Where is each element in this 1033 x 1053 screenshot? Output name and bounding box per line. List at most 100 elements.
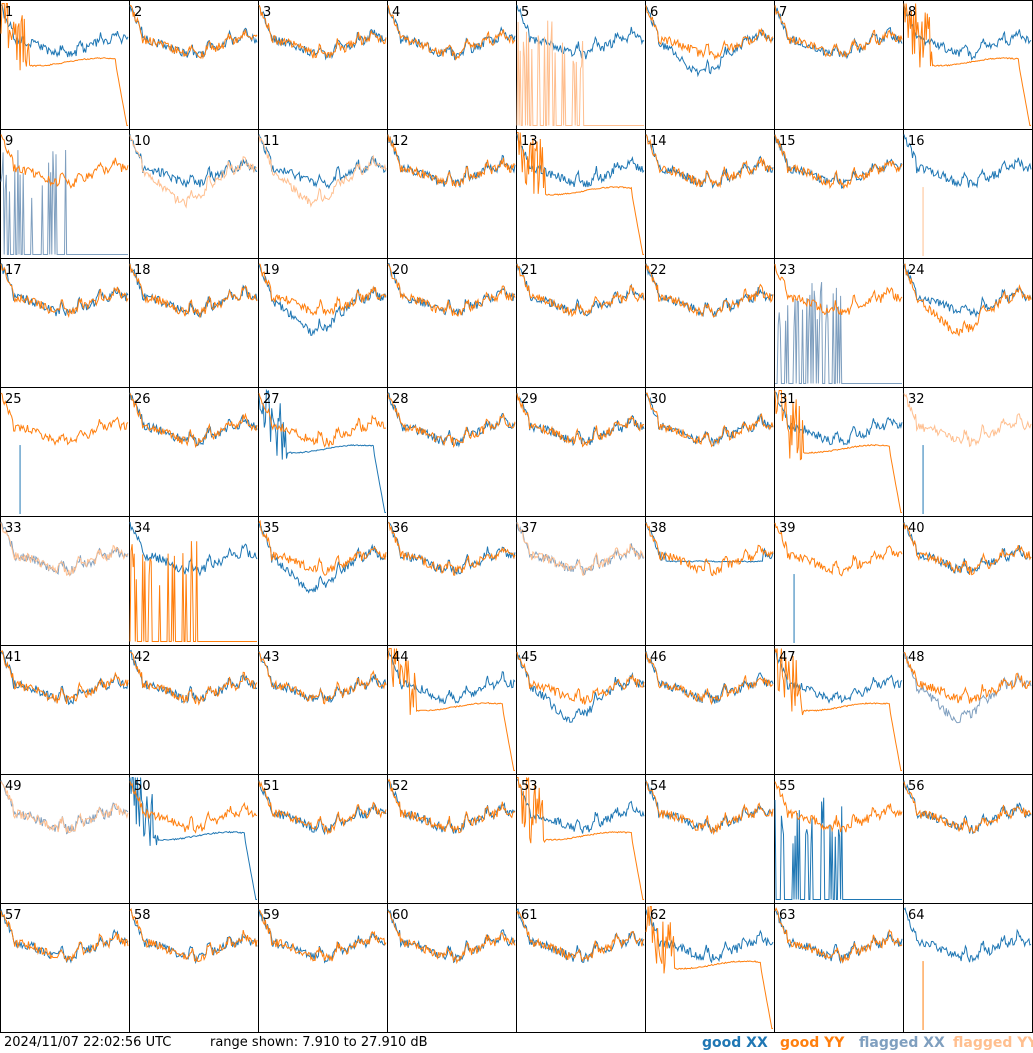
- panel-40-xx-line: [903, 522, 1032, 575]
- panel-31-label: 31: [779, 392, 796, 407]
- panel-41-yy-line: [0, 649, 129, 704]
- panel-10-yy-line: [129, 135, 258, 209]
- panel-5: 5: [516, 0, 646, 130]
- panel-36-label: 36: [392, 521, 409, 536]
- panel-25-yy-line: [0, 392, 129, 446]
- panel-49-label: 49: [5, 779, 22, 794]
- panel-62: 62: [645, 903, 775, 1033]
- panel-28: 28: [387, 387, 517, 517]
- panel-38: 38: [645, 516, 775, 646]
- panel-32: 32: [903, 387, 1033, 517]
- panel-18-label: 18: [134, 263, 151, 278]
- panel-45-label: 45: [521, 650, 538, 665]
- panel-14-label: 14: [650, 134, 667, 149]
- panel-57: 57: [0, 903, 130, 1033]
- panel-41-label: 41: [5, 650, 22, 665]
- footer-bar: 2024/11/07 22:02:56 UTC range shown: 7.9…: [0, 1033, 1033, 1053]
- panel-43: 43: [258, 645, 388, 775]
- panel-26-label: 26: [134, 392, 151, 407]
- panel-63-label: 63: [779, 908, 796, 923]
- panel-41-xx-line: [0, 650, 129, 706]
- panel-24-label: 24: [908, 263, 925, 278]
- panel-37: 37: [516, 516, 646, 646]
- panel-54: 54: [645, 774, 775, 904]
- panel-34-xx-line: [129, 521, 258, 577]
- panel-46-xx-line: [645, 651, 774, 704]
- panel-51: 51: [258, 774, 388, 904]
- panel-22-yy-line: [645, 263, 774, 318]
- panel-13-xx-line: [516, 134, 645, 188]
- panel-40-label: 40: [908, 521, 925, 536]
- panel-15-label: 15: [779, 134, 796, 149]
- panel-5-label: 5: [521, 5, 529, 20]
- timestamp-label: 2024/11/07 22:02:56 UTC: [4, 1035, 172, 1050]
- panel-55-label: 55: [779, 779, 796, 794]
- panel-32-label: 32: [908, 392, 925, 407]
- panel-36: 36: [387, 516, 517, 646]
- panel-55-xx-line: [774, 797, 902, 900]
- panel-29: 29: [516, 387, 646, 517]
- panel-18: 18: [129, 258, 259, 388]
- panel-60: 60: [387, 903, 517, 1033]
- panel-2: 2: [129, 0, 259, 130]
- panel-49-yy-line: [0, 781, 129, 834]
- panel-14: 14: [645, 129, 775, 259]
- panel-50-label: 50: [134, 779, 151, 794]
- panel-46-label: 46: [650, 650, 667, 665]
- panel-53-yy-line: [517, 777, 644, 900]
- panel-41: 41: [0, 645, 130, 775]
- panel-23-yy-line: [774, 264, 903, 316]
- panel-7-yy-line: [774, 5, 903, 58]
- panel-4-xx-line: [387, 5, 516, 61]
- panel-47: 47: [774, 645, 904, 775]
- panel-37-yy-line: [516, 522, 645, 576]
- panel-26-xx-line: [129, 392, 258, 447]
- panel-2-label: 2: [134, 5, 142, 20]
- panel-33-label: 33: [5, 521, 22, 536]
- panel-24: 24: [903, 258, 1033, 388]
- panel-27-label: 27: [263, 392, 280, 407]
- panel-51-label: 51: [263, 779, 280, 794]
- panel-22-label: 22: [650, 263, 667, 278]
- panel-28-label: 28: [392, 392, 409, 407]
- panel-44-label: 44: [392, 650, 409, 665]
- panel-6-label: 6: [650, 5, 658, 20]
- panel-30-label: 30: [650, 392, 667, 407]
- panel-45: 45: [516, 645, 646, 775]
- panel-8-yy-line: [903, 3, 1031, 126]
- panel-38-xx-line: [645, 521, 774, 563]
- panel-16: 16: [903, 129, 1033, 259]
- panel-6: 6: [645, 0, 775, 130]
- panel-10-xx-line: [129, 134, 258, 188]
- panel-51-yy-line: [258, 781, 387, 836]
- legend-flagged-xx: flagged XX: [859, 1035, 945, 1051]
- panel-52: 52: [387, 774, 517, 904]
- panel-12-xx-line: [387, 134, 516, 188]
- panel-3-yy-line: [258, 4, 387, 59]
- panel-53: 53: [516, 774, 646, 904]
- panel-33-yy-line: [0, 522, 129, 577]
- panel-3-label: 3: [263, 5, 271, 20]
- panel-42-label: 42: [134, 650, 151, 665]
- panel-13: 13: [516, 129, 646, 259]
- panel-21-yy-line: [516, 263, 645, 318]
- panel-47-yy-line: [774, 648, 902, 771]
- panel-45-xx-line: [516, 651, 645, 723]
- panel-44-yy-line: [387, 648, 515, 771]
- panel-53-label: 53: [521, 779, 538, 794]
- panel-9-xx-line: [0, 149, 128, 255]
- panel-8-label: 8: [908, 5, 916, 20]
- panel-56-yy-line: [903, 781, 1032, 834]
- panel-14-yy-line: [645, 134, 774, 189]
- panel-17-yy-line: [0, 263, 129, 318]
- panel-58: 58: [129, 903, 259, 1033]
- panel-61-label: 61: [521, 908, 538, 923]
- panel-23-label: 23: [779, 263, 796, 278]
- panel-31-yy-line: [774, 390, 902, 513]
- panel-25-label: 25: [5, 392, 22, 407]
- panel-11: 11: [258, 129, 388, 259]
- panel-1: 1: [0, 0, 130, 130]
- panel-64-xx-line: [903, 907, 1032, 963]
- panel-35-label: 35: [263, 521, 280, 536]
- panel-33: 33: [0, 516, 130, 646]
